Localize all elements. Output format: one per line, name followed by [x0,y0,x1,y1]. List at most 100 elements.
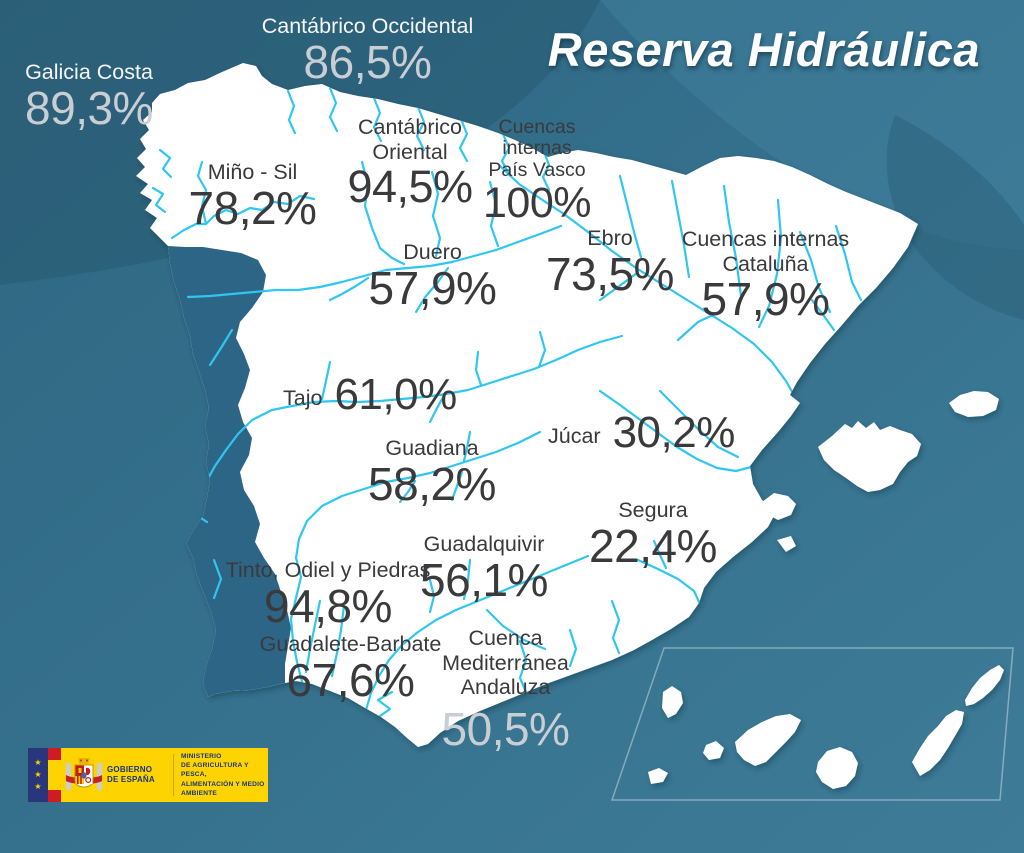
basin-guadiana: Guadiana 58,2% [348,436,516,508]
la-palma-island [662,686,683,718]
basin-cuenca-mediterranea-andaluza: Cuenca Mediterránea Andaluza 50,5% [418,626,593,753]
basin-name: Duero [403,240,462,264]
spain-flag-stripe [48,748,61,802]
river-ebro [498,164,797,399]
river-mino [170,194,316,240]
basin-name: Tinto, Odiel y Piedras [225,558,431,582]
river-galicia-1 [158,148,173,179]
basin-jucar: Júcar 30,2% [548,410,735,456]
portugal-landmass [168,246,291,697]
balearic-islands [762,391,999,552]
river-tajo-trib-3 [428,397,444,424]
basin-name: Cuencas internas País Vasco [488,116,586,181]
river-odiel [304,599,322,674]
basin-value: 100% [483,179,591,228]
canary-islands [648,665,1004,789]
logo-blue-stars-stripe: ★ ★ ★ [28,748,48,802]
gran-canaria-island [816,747,858,789]
basin-cuencas-internas-cataluna: Cuencas internas Cataluña 57,9% [663,227,868,324]
river-duero-trib-w [328,276,370,302]
basin-value: 30,2% [612,408,736,457]
basin-segura: Segura 22,4% [583,498,723,570]
basin-value: 61,0% [334,370,457,419]
river-guadalete [376,690,394,718]
logo-divider [173,754,174,796]
river-guadalquivir-trib2 [428,578,436,614]
ibiza-island [762,493,796,520]
basin-value: 57,9% [368,261,497,314]
basin-value: 73,5% [546,247,674,300]
fuerteventura-island [912,710,964,776]
river-duero-trib-s [414,266,450,314]
star-icon: ★ [34,758,42,767]
river-guadalquivir-trib [462,558,472,601]
la-gomera-island [703,741,724,760]
tenerife-island [735,714,801,766]
river-jalon [598,271,639,302]
river-zujar [450,470,464,502]
river-jucar [598,389,753,473]
basin-value: 57,9% [701,273,830,325]
river-tajo-trib-2 [474,350,483,387]
basin-name: Ebro [587,226,633,250]
basin-cantabrico-oriental: Cantábrico Oriental 94,5% [330,115,490,211]
river-north-1 [286,89,297,135]
basin-name: Tajo [283,385,323,410]
river-llobregat [810,298,836,332]
menorca-island [949,391,999,417]
star-icon: ★ [34,782,42,791]
river-north-4 [415,105,426,152]
river-north-5 [458,117,469,163]
river-segura-trib [652,539,668,570]
river-pisuerga [430,170,442,258]
river-galicia-2 [151,186,167,214]
basin-guadalete-barbate: Guadalete-Barbate 67,6% [238,632,463,704]
flag-yellow-band [48,760,61,790]
river-tajo-trib-1 [537,330,547,369]
basin-name: Guadalete-Barbate [259,632,442,656]
basin-value: 94,5% [347,161,473,212]
basin-value: 50,5% [441,702,570,755]
river-guadiana-trib-1 [462,430,472,463]
river-mino-branch [196,160,208,226]
canary-inset-box [610,647,1014,801]
basin-duero: Duero 57,9% [355,240,510,312]
river-north-2 [328,86,339,133]
river-guadiana [289,430,542,684]
page-title: Reserva Hidráulica [547,23,980,76]
river-sado [212,558,223,600]
basin-mino-sil: Miño - Sil 78,2% [160,160,345,232]
river-tajo [193,334,624,524]
sea-shade-right [886,115,1024,320]
river-guadiana-trib-2 [398,479,417,504]
basin-name: Cuenca Mediterránea Andaluza [442,626,569,699]
flag-red-band [48,790,61,802]
river-cataluna-2 [834,224,863,302]
river-esla [360,160,406,266]
basin-tajo: Tajo 61,0% [283,372,457,418]
river-guadalope [676,311,719,342]
basin-cuencas-internas-pais-vasco: Cuencas internas País Vasco 100% [473,116,601,228]
river-segre [757,198,783,329]
spain-coat-of-arms-icon [61,748,107,802]
basin-name: Júcar [548,423,601,448]
basin-name: Galicia Costa [25,60,153,84]
basin-name: Miño - Sil [207,160,298,184]
river-genil [485,608,547,651]
basin-value: 58,2% [368,457,496,510]
river-duero [186,224,563,299]
basin-value: 86,5% [303,35,432,88]
river-ebro-trib-2 [670,179,691,279]
basin-value: 22,4% [589,519,717,572]
government-logo-banner: ★ ★ ★ [28,748,268,802]
mallorca-island [818,421,921,492]
basin-name: Segura [618,498,688,522]
basin-ebro: Ebro 73,5% [545,226,675,298]
basin-value: 89,3% [25,81,153,134]
basin-tinto-odiel-piedras: Tinto, Odiel y Piedras 94,8% [214,558,442,630]
river-med-1 [518,639,529,696]
river-turia [658,389,740,459]
river-guadalquivir [364,554,590,712]
basin-galicia-costa: Galicia Costa 89,3% [0,60,178,132]
